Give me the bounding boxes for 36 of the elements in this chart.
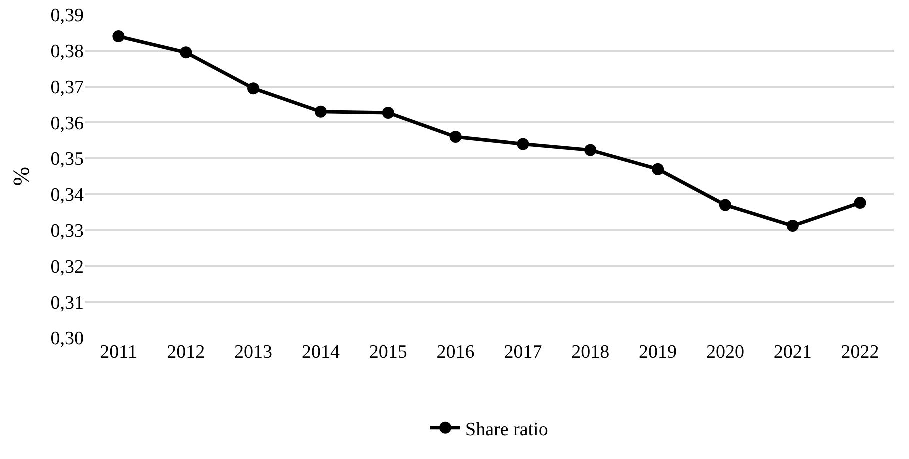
x-tick-label: 2019: [639, 342, 678, 363]
y-tick-label: 0,32: [50, 256, 84, 278]
x-tick-label: 2016: [436, 342, 475, 363]
point: [382, 106, 394, 119]
x-tick-label: 2014: [302, 342, 340, 363]
point: [854, 197, 866, 210]
point: [314, 106, 327, 118]
y-tick-label: 0,30: [50, 328, 84, 350]
y-tick-label: 0,33: [50, 220, 84, 242]
x-tick-label: 2017: [504, 342, 542, 363]
legend-label: Share ratio: [466, 419, 548, 440]
point: [248, 82, 260, 95]
x-tick-label: 2011: [100, 342, 138, 363]
y-tick-label: 0,31: [50, 292, 84, 314]
x-tick-label: 2021: [774, 342, 812, 363]
y-tick-label: 0,34: [50, 185, 84, 206]
y-axis-title: %: [9, 166, 34, 186]
point: [786, 220, 799, 232]
y-tick-label: 0,37: [50, 77, 84, 98]
x-tick-label: 2013: [234, 342, 273, 363]
point: [180, 46, 192, 59]
x-tick-label: 2015: [369, 342, 408, 363]
x-tick-label: 2012: [167, 342, 206, 363]
x-tick-label: 2022: [841, 342, 880, 363]
point: [652, 163, 664, 176]
point: [450, 131, 462, 144]
x-tick-label: 2020: [706, 342, 744, 363]
point: [517, 138, 530, 150]
y-tick-label: 0,38: [50, 42, 84, 63]
x-tick-label: 2018: [572, 342, 610, 363]
point: [584, 144, 597, 156]
point: [112, 30, 125, 43]
y-tick-label: 0,35: [50, 149, 84, 170]
y-tick-label: 0,36: [50, 113, 84, 134]
point: [719, 199, 732, 212]
y-tick-label: 0,39: [50, 6, 84, 27]
